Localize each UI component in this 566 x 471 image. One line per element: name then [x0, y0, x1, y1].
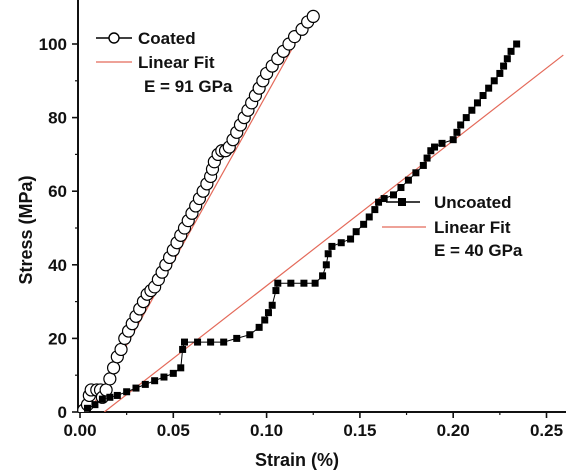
point-uncoated-20	[261, 316, 269, 324]
point-uncoated-29	[322, 261, 330, 269]
point-uncoated-16	[220, 338, 228, 346]
point-uncoated-14	[194, 338, 202, 346]
point-uncoated-36	[365, 213, 373, 221]
point-uncoated-59	[500, 62, 508, 70]
point-uncoated-13	[180, 338, 188, 346]
point-uncoated-39	[380, 195, 388, 203]
point-uncoated-54	[473, 99, 481, 107]
point-uncoated-2	[98, 395, 106, 403]
y-tick-label-0: 0	[58, 403, 67, 422]
x-axis-title: Strain (%)	[255, 450, 339, 470]
point-uncoated-21	[264, 309, 272, 317]
point-uncoated-56	[485, 84, 493, 92]
point-uncoated-33	[347, 235, 355, 243]
x-tick-label-4: 0.20	[437, 421, 470, 440]
point-uncoated-4	[113, 391, 121, 399]
y-axis-title: Stress (MPa)	[16, 175, 36, 284]
point-uncoated-23	[272, 287, 280, 295]
legend-coated-modulus: E = 91 GPa	[144, 77, 233, 96]
point-uncoated-48	[438, 139, 446, 147]
legend-uncoated-fit-label: Linear Fit	[434, 218, 511, 237]
x-tick-label-0: 0.00	[63, 421, 96, 440]
point-uncoated-41	[397, 184, 405, 192]
point-uncoated-55	[479, 92, 487, 100]
point-uncoated-28	[319, 272, 327, 280]
point-uncoated-1	[91, 401, 99, 409]
point-uncoated-9	[160, 373, 168, 381]
point-uncoated-46	[427, 147, 435, 155]
fit-line-coated	[88, 10, 314, 412]
point-uncoated-7	[141, 380, 149, 388]
point-uncoated-34	[352, 228, 360, 236]
y-tick-label-1: 20	[48, 329, 67, 348]
point-uncoated-38	[375, 198, 383, 206]
point-uncoated-5	[123, 388, 131, 396]
point-uncoated-17	[233, 334, 241, 342]
point-uncoated-45	[423, 154, 431, 162]
legend-coated-label: Coated	[138, 29, 196, 48]
point-uncoated-37	[371, 206, 379, 214]
point-uncoated-27	[311, 279, 319, 287]
point-uncoated-6	[132, 384, 140, 392]
point-uncoated-30	[324, 250, 332, 258]
point-uncoated-10	[169, 369, 177, 377]
x-tick-label-3: 0.15	[343, 421, 376, 440]
legend-uncoated-modulus: E = 40 GPa	[434, 241, 523, 260]
legend-coated-marker	[108, 32, 120, 44]
point-uncoated-60	[503, 55, 511, 63]
x-tick-label-2: 0.10	[250, 421, 283, 440]
legend-uncoated-marker	[398, 198, 406, 206]
y-tick-label-5: 100	[39, 35, 67, 54]
point-coated-59	[306, 9, 320, 23]
point-uncoated-31	[328, 242, 336, 250]
point-coated-11	[114, 342, 128, 357]
point-uncoated-61	[507, 47, 515, 55]
y-tick-label-3: 60	[48, 182, 67, 201]
point-uncoated-44	[419, 161, 427, 169]
point-uncoated-58	[496, 69, 504, 77]
legend-uncoated: Uncoated Linear Fit E = 40 GPa	[382, 193, 523, 260]
point-uncoated-3	[106, 393, 114, 401]
point-uncoated-22	[268, 301, 276, 309]
point-uncoated-11	[177, 364, 185, 372]
point-uncoated-43	[412, 169, 420, 177]
legend-uncoated-label: Uncoated	[434, 193, 511, 212]
point-uncoated-53	[468, 106, 476, 114]
point-uncoated-12	[179, 345, 187, 353]
point-uncoated-51	[457, 121, 465, 129]
point-uncoated-47	[431, 143, 439, 151]
point-uncoated-25	[287, 279, 295, 287]
point-uncoated-32	[337, 239, 345, 247]
point-uncoated-24	[274, 279, 282, 287]
point-uncoated-50	[453, 128, 461, 136]
point-uncoated-18	[246, 331, 254, 339]
point-uncoated-8	[151, 377, 159, 385]
y-tick-label-4: 80	[48, 109, 67, 128]
point-uncoated-26	[300, 279, 308, 287]
point-coated-9	[106, 361, 121, 375]
point-uncoated-42	[404, 176, 412, 184]
x-tick-label-5: 0.25	[530, 421, 563, 440]
point-uncoated-35	[360, 220, 368, 228]
point-uncoated-52	[462, 114, 470, 122]
point-uncoated-62	[513, 40, 521, 48]
point-uncoated-49	[449, 136, 457, 144]
point-uncoated-40	[389, 191, 397, 199]
y-tick-label-2: 40	[48, 256, 67, 275]
legend-coated-fit-label: Linear Fit	[138, 53, 215, 72]
point-uncoated-57	[490, 77, 498, 85]
point-uncoated-0	[83, 404, 91, 412]
data-points	[78, 9, 521, 412]
legend-coated: Coated Linear Fit E = 91 GPa	[96, 29, 233, 96]
point-coated-8	[103, 372, 117, 386]
point-uncoated-15	[207, 338, 215, 346]
point-uncoated-19	[255, 323, 263, 331]
x-tick-label-1: 0.05	[157, 421, 190, 440]
ticks: 0.00 0.05 0.10 0.15 0.20 0.25 0 20 40 60 80 100	[39, 35, 563, 440]
axes	[77, 0, 566, 413]
